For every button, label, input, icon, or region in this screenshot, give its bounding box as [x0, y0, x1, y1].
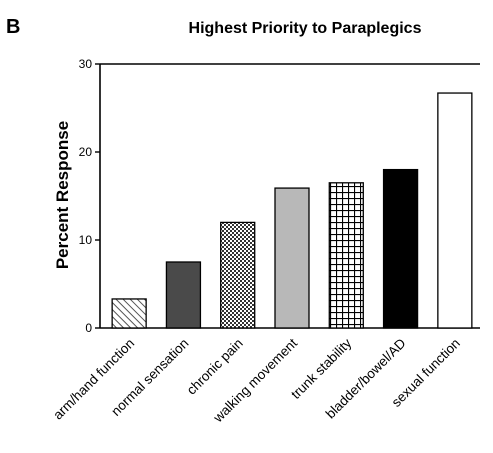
y-tick-label: 10: [79, 233, 93, 247]
bar-bladder-bowel-ad: [382, 168, 419, 329]
bar-arm-hand-function: [111, 298, 147, 329]
bar-chronic-pain: [220, 221, 256, 329]
y-tick-label: 20: [79, 145, 93, 159]
y-tick-label: 0: [85, 321, 92, 335]
bar-trunk-stability: [328, 182, 364, 329]
y-tick-label: 30: [79, 57, 93, 71]
bar-walking-movement: [274, 187, 310, 329]
y-ticks: 0 10 20 30: [79, 57, 100, 335]
bar-normal-sensation: [165, 261, 202, 329]
chart-title: Highest Priority to Paraplegics: [189, 20, 422, 37]
panel-label: B: [6, 16, 20, 38]
bars: [111, 92, 473, 329]
bar-sexual-function: [437, 92, 473, 329]
y-axis-label: Percent Response: [53, 121, 72, 269]
